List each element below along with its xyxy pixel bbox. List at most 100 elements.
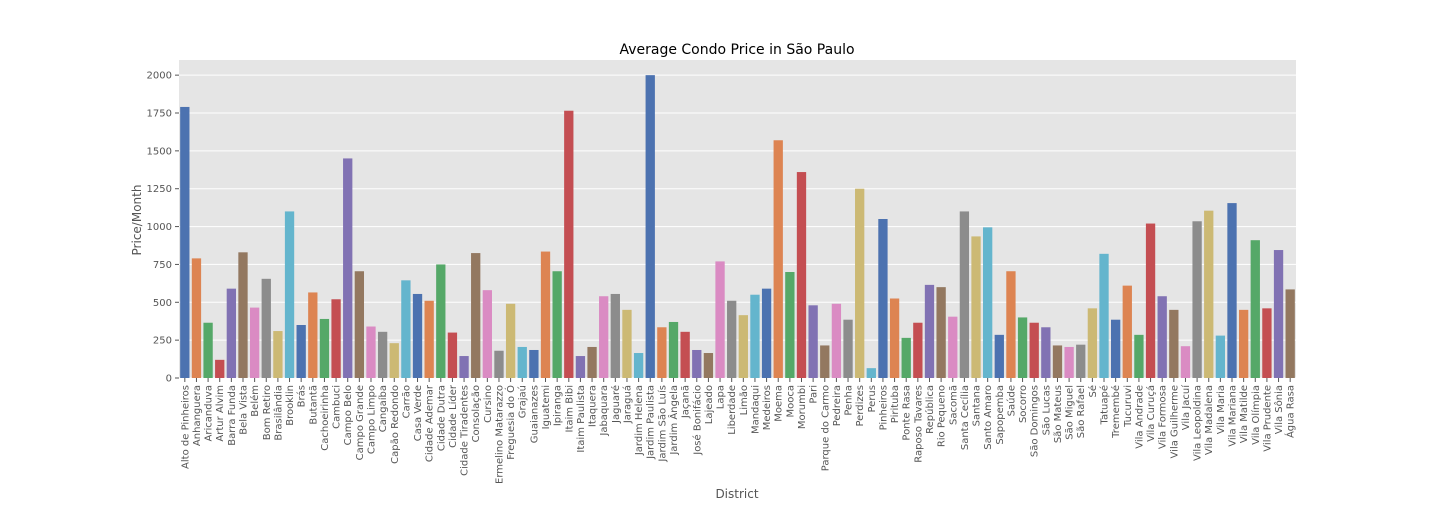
- y-tick-label: 1000: [147, 222, 172, 233]
- x-tick-label: Lajeado: [704, 385, 715, 424]
- x-tick-label: Vila Mariana: [1228, 385, 1239, 447]
- bar: [1250, 240, 1260, 378]
- x-tick-label: Itaim Bibi: [564, 385, 575, 432]
- bar: [575, 356, 586, 378]
- bar: [808, 305, 818, 378]
- bar: [366, 326, 376, 378]
- x-tick-label: Morumbi: [797, 385, 808, 429]
- x-tick-label: Água Rasa: [1284, 385, 1297, 438]
- x-tick-label: José Bonifácio: [691, 385, 703, 456]
- x-tick-label: Mandaqui: [750, 385, 761, 434]
- bar: [552, 271, 562, 378]
- x-tick-label: Jardim Ângela: [667, 385, 680, 456]
- bar: [296, 325, 306, 378]
- bar: [796, 172, 807, 378]
- bar: [948, 316, 958, 378]
- y-axis-label: Price/Month: [130, 185, 144, 256]
- x-tick-label: Vila Prudente: [1262, 385, 1273, 452]
- x-tick-label: Rio Pequeno: [937, 385, 948, 447]
- x-tick-label: Cidade Dutra: [436, 385, 447, 451]
- bar: [273, 331, 283, 378]
- x-tick-label: Consolação: [471, 385, 482, 442]
- x-tick-label: Itaim Paulista: [576, 385, 587, 453]
- bar: [971, 236, 981, 378]
- x-tick-label: Pari: [809, 385, 820, 404]
- bar: [540, 251, 551, 378]
- y-tick-label: 1500: [147, 146, 172, 157]
- bar: [668, 321, 679, 378]
- bar: [401, 280, 411, 378]
- x-tick-label: Medeiros: [762, 385, 773, 430]
- x-tick-label: Santana: [972, 385, 983, 426]
- bar: [738, 315, 748, 378]
- bar: [377, 331, 388, 378]
- bar: [1262, 308, 1272, 378]
- x-tick-label: Brás: [296, 385, 308, 407]
- bar: [703, 353, 714, 378]
- x-tick-label: República: [924, 385, 936, 434]
- bar: [238, 252, 248, 378]
- bar: [750, 294, 760, 378]
- bar: [1017, 317, 1028, 378]
- bar: [1087, 308, 1098, 378]
- bar: [226, 288, 237, 378]
- x-tick-label: Bela Vista: [238, 385, 249, 435]
- y-tick-label: 500: [153, 298, 172, 309]
- bar: [599, 296, 609, 378]
- x-tick-label: Jardim Paulista: [646, 385, 657, 460]
- x-tick-label: Jaçanã: [681, 385, 692, 419]
- x-tick-label: Sapopemba: [995, 385, 1006, 445]
- x-tick-label: Carrão: [401, 385, 412, 418]
- x-tick-label: Cachoeirinha: [320, 385, 331, 451]
- x-tick-label: Cidade Tiradentes: [460, 385, 471, 476]
- x-tick-label: Butantã: [308, 385, 319, 425]
- bar: [564, 110, 574, 378]
- x-tick-label: Campo Belo: [343, 385, 354, 445]
- bar: [180, 106, 190, 378]
- x-tick-label: Socorro: [1018, 385, 1029, 423]
- x-tick-label: Santo Amaro: [983, 385, 994, 450]
- x-tick-label: Vila Leopoldina: [1193, 385, 1204, 461]
- bar: [284, 211, 295, 378]
- bar: [622, 309, 632, 378]
- x-tick-label: São Mateus: [1053, 385, 1064, 443]
- x-tick-label: Itaquera: [588, 385, 599, 427]
- bar: [843, 319, 853, 378]
- x-tick-label: Vila Andrade: [1134, 385, 1145, 449]
- x-tick-label: Jabaquara: [599, 385, 610, 437]
- bar: [1076, 344, 1086, 378]
- bar: [1215, 335, 1226, 378]
- bar: [191, 258, 202, 378]
- bar: [1134, 334, 1144, 378]
- x-axis-label: District: [715, 487, 758, 501]
- y-tick-label: 2000: [147, 71, 172, 82]
- x-tick-label: Perdizes: [855, 385, 866, 427]
- x-tick-label: Tremembé: [1110, 385, 1122, 439]
- bar: [343, 158, 353, 378]
- x-tick-label: Campo Grande: [355, 385, 366, 460]
- y-tick-label: 250: [153, 336, 172, 347]
- bar: [1157, 296, 1167, 378]
- gridlines: [179, 74, 1296, 379]
- x-tick-label: Ipiranga: [553, 385, 564, 426]
- x-tick-label: Santa Cecília: [959, 385, 971, 450]
- bar: [482, 290, 492, 378]
- x-tick-label: Pirituba: [890, 385, 901, 423]
- bar: [1041, 327, 1051, 378]
- bar: [773, 140, 783, 378]
- bar: [517, 346, 527, 378]
- bar: [831, 303, 842, 378]
- x-tick-label: Iguatemi: [541, 385, 552, 429]
- bar: [1064, 346, 1074, 378]
- bar: [1169, 309, 1179, 378]
- bar: [959, 211, 970, 378]
- bar: [249, 307, 260, 378]
- bar: [1006, 271, 1016, 378]
- x-tick-label: Lapa: [716, 385, 727, 409]
- x-tick-label: Saúde: [1005, 385, 1017, 416]
- bar: [657, 327, 667, 378]
- bar: [692, 349, 702, 378]
- x-axis-ticks: Alto de Pinheiros Anhanguera Aricanduva Art…: [180, 378, 1297, 484]
